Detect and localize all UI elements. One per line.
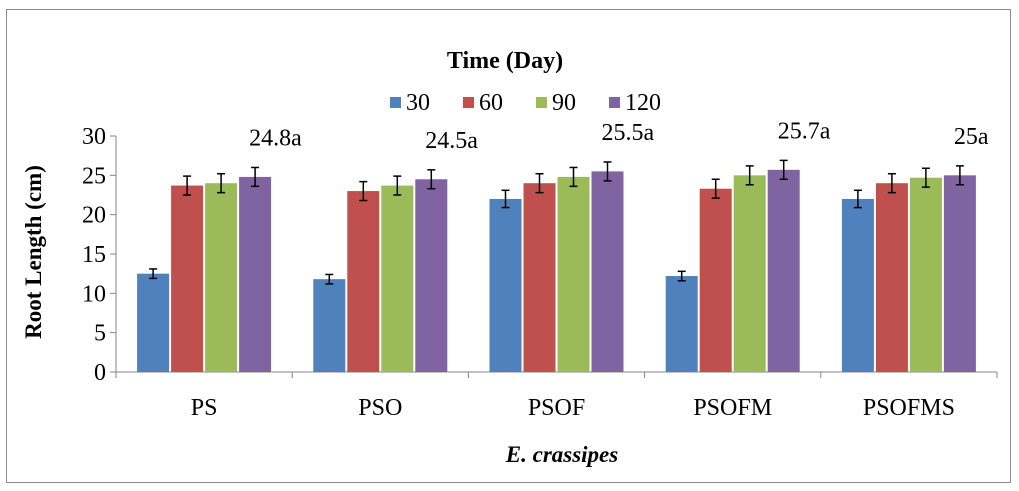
bar-120-PSOFM xyxy=(767,169,800,372)
data-annotation: 25.7a xyxy=(778,118,831,144)
bar-90-PSOF xyxy=(557,176,590,372)
bar-60-PSOFM xyxy=(699,188,732,372)
x-tick-label: PSOFM xyxy=(693,395,772,421)
legend-label-60: 60 xyxy=(479,90,503,116)
data-annotation: 24.8a xyxy=(249,125,302,151)
bar-30-PSO xyxy=(313,279,346,372)
legend-swatch-120 xyxy=(609,97,620,108)
bar-30-PSOFMS xyxy=(841,198,874,372)
y-tick-label: 0 xyxy=(94,360,106,386)
y-tick-label: 20 xyxy=(82,203,106,229)
bar-30-PS xyxy=(137,273,170,372)
legend-swatch-30 xyxy=(390,97,401,108)
legend-label-120: 120 xyxy=(625,90,661,116)
bar-90-PSOFM xyxy=(733,175,766,372)
data-annotation: 25a xyxy=(954,124,989,150)
x-tick-label: PSOFMS xyxy=(863,395,955,421)
legend-swatch-90 xyxy=(536,97,547,108)
y-tick-label: 5 xyxy=(94,321,106,347)
plot-area: 0 5 10 15 20 25 30 PS PSO PSOF PSOFM PSOFMS 24.8a 24.… xyxy=(82,118,998,421)
bar-90-PSO xyxy=(381,185,414,372)
legend-swatch-60 xyxy=(463,97,474,108)
chart-frame: Time (Day) 30 60 90 120 Root Length (cm) E.… xyxy=(6,9,1011,483)
y-tick-label: 10 xyxy=(82,281,106,307)
bar-chart: Time (Day) 30 60 90 120 Root Length (cm) E.… xyxy=(21,48,998,467)
y-tick-label: 25 xyxy=(82,163,106,189)
bar-120-PSOFMS xyxy=(943,175,976,372)
x-tick-label: PSOF xyxy=(528,395,585,421)
data-annotation: 24.5a xyxy=(425,128,478,154)
legend-title: Time (Day) xyxy=(447,48,563,74)
bar-90-PS xyxy=(205,183,238,372)
y-tick-label: 30 xyxy=(82,124,106,150)
legend-label-90: 90 xyxy=(552,90,576,116)
bar-60-PSO xyxy=(347,191,380,372)
bar-30-PSOFM xyxy=(665,276,698,372)
data-annotation: 25.5a xyxy=(602,120,655,146)
bar-60-PSOF xyxy=(523,183,556,372)
bar-60-PS xyxy=(171,185,204,372)
x-axis-label: E. crassipes xyxy=(505,442,619,467)
bar-120-PSOF xyxy=(591,171,624,372)
x-tick-label: PS xyxy=(191,395,218,421)
legend: Time (Day) 30 60 90 120 xyxy=(390,48,661,116)
bar-90-PSOFMS xyxy=(909,177,942,372)
y-axis-label: Root Length (cm) xyxy=(21,165,46,339)
bar-30-PSOF xyxy=(489,198,522,372)
bar-120-PS xyxy=(239,176,272,372)
bar-120-PSO xyxy=(415,179,448,372)
bar-60-PSOFMS xyxy=(875,183,908,372)
legend-label-30: 30 xyxy=(406,90,430,116)
y-tick-label: 15 xyxy=(82,242,106,268)
x-tick-label: PSO xyxy=(358,395,402,421)
